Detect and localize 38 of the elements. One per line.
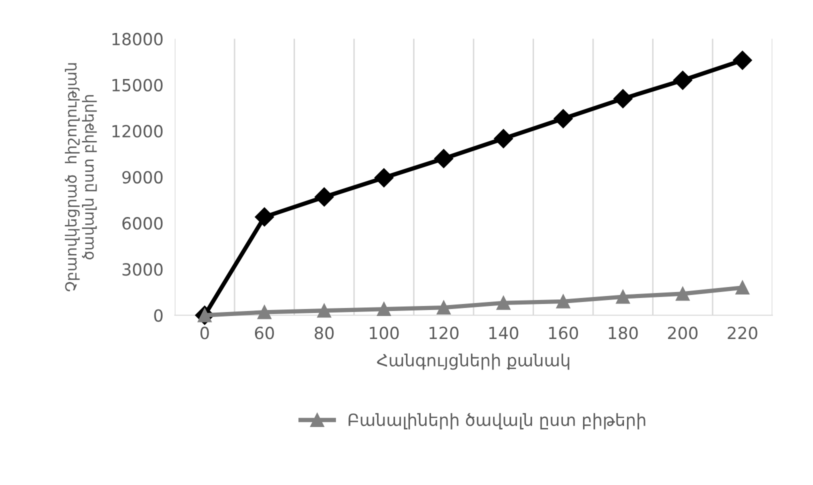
point [317,304,332,318]
point [736,280,750,295]
point [494,129,513,148]
y-axis-title: Չբաովկեցրած հիշողության ծավալն ըստ բիթերի [64,63,97,292]
x-tick-label: 120 [430,326,458,340]
point [434,149,454,168]
point [732,50,752,70]
y-tick-label: 3000 [122,263,163,276]
point [556,294,570,308]
point [496,296,510,310]
y-tick-label: 15000 [112,78,163,92]
x-tick-label: 0 [200,326,209,340]
point [254,207,274,226]
y-tick-label: 18000 [112,32,163,46]
point [554,109,573,128]
x-tick-label: 200 [668,326,698,340]
x-tick-label: 60 [254,326,274,340]
point [374,168,394,188]
x-tick-label: 100 [370,326,399,340]
x-tick-label: 160 [549,326,578,340]
x-axis-title: Հանգույցների քանակ [376,354,570,370]
x-tick-label: 220 [728,326,758,340]
legend-label: Բանալիների ծավալն ըստ բիթերի [348,413,646,430]
point [314,187,334,207]
point [673,70,692,90]
x-tick-label: 140 [489,326,518,340]
point [257,305,272,320]
point [376,302,391,316]
x-tick-label: 80 [314,326,334,340]
y-tick-label: 0 [154,309,163,322]
point [616,290,630,304]
y-tick-label: 6000 [122,217,163,230]
y-tick-label: 12000 [112,124,163,138]
x-tick-label: 180 [608,326,638,340]
point [436,300,451,315]
point [613,89,632,108]
point [676,286,690,301]
y-tick-label: 9000 [122,170,163,184]
